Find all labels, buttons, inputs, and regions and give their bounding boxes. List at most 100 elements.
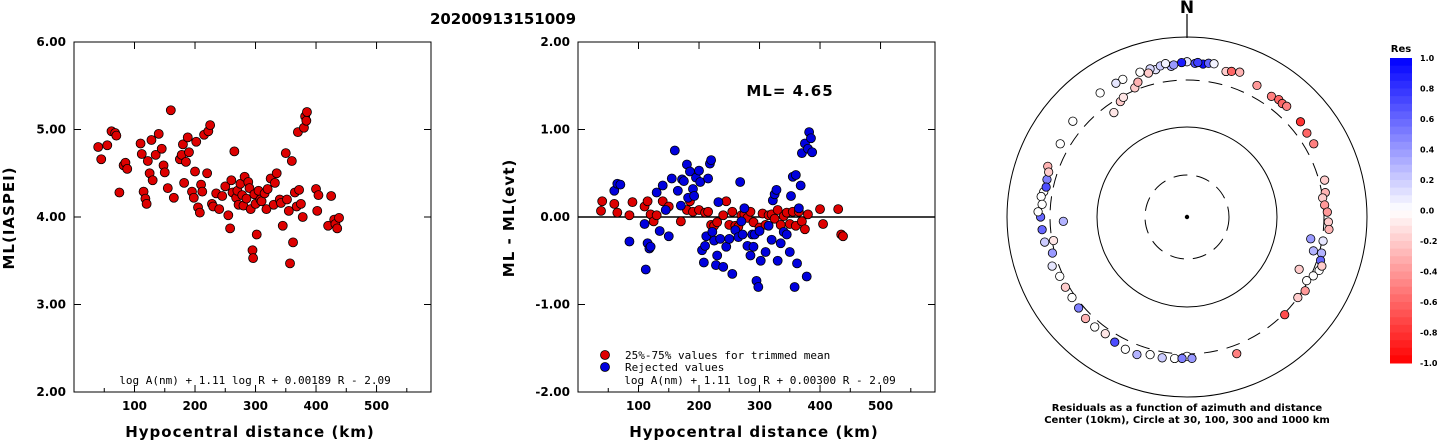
data-point [745,250,756,261]
data-point [689,191,700,201]
data-point [818,219,828,229]
data-point [694,165,704,176]
x-tick-label: 200 [686,399,711,413]
residual-point [1252,80,1262,91]
data-point [715,233,726,244]
data-point [93,142,104,152]
data-point [596,205,606,216]
colorbar-cells [1390,58,1412,364]
residual-point [1100,329,1110,339]
data-point [312,205,323,216]
residual-point [1317,261,1327,271]
data-point [156,143,167,154]
residual-point [1118,74,1128,84]
data-point [755,255,766,266]
data-point [271,168,282,179]
y-tick-label: 1.00 [540,123,570,137]
polar-caption-line2: Center (10km), Circle at 30, 100, 300 an… [1044,415,1330,426]
residual-point [1133,77,1143,87]
residual-point [1135,67,1145,77]
residual-point [1322,207,1332,217]
colorbar-tick-label: 0.0 [1420,207,1435,216]
data-point [248,253,259,264]
panel-2-points [596,127,848,292]
y-tick-label: 0.00 [540,210,570,224]
data-point [645,241,656,252]
data-point [654,226,665,236]
residual-point [1095,88,1105,98]
colorbar-cell [1390,233,1412,242]
data-point [182,132,193,143]
data-point [801,271,812,282]
residual-point [1193,57,1203,68]
legend-marker-trimmed [600,350,610,360]
data-point [651,187,662,198]
colorbar-cell [1390,141,1412,150]
data-point [217,191,228,201]
data-point [226,175,237,186]
residual-point [1044,167,1054,177]
residual-point [1132,349,1142,360]
colorbar-cell [1390,340,1412,349]
residual-point [1177,57,1187,68]
colorbar-cell [1390,218,1412,227]
residual-point [1048,235,1059,246]
data-point [806,133,816,144]
residual-point [1041,182,1051,192]
residual-point [1058,216,1068,226]
data-point [296,198,306,209]
data-point [713,197,724,208]
colorbar-cell [1390,279,1412,288]
data-point [194,207,205,218]
residual-point [1157,353,1167,363]
colorbar-cell [1390,157,1412,166]
data-point [793,203,804,214]
data-point [833,204,844,215]
data-point [772,205,783,215]
residual-point [1090,322,1100,332]
data-point [792,258,802,269]
data-point [294,184,304,195]
x-tick-label: 400 [304,399,329,413]
data-point [283,205,294,216]
residual-point [1294,264,1304,274]
data-point [188,192,199,203]
data-point [753,282,764,292]
colorbar-cell [1390,126,1412,135]
data-point [724,233,735,244]
data-point [624,236,635,247]
residual-point [1036,191,1046,202]
residual-point [1177,353,1187,363]
residual-point [1295,117,1306,127]
data-point [615,179,626,190]
colorbar-cell [1390,96,1412,105]
data-point [666,173,677,184]
data-point [748,241,759,252]
data-point [790,170,801,180]
x-tick-label: 100 [626,399,651,413]
data-point [162,183,173,194]
residual-point [1169,60,1179,70]
residual-point [1047,261,1057,271]
data-point [122,163,133,174]
data-point [285,258,295,269]
colorbar-cell [1390,180,1412,189]
ring-1000km [1006,36,1368,398]
data-point [703,173,713,184]
data-point [297,212,308,222]
data-point [262,184,273,194]
data-point [251,229,262,240]
data-point [707,226,718,237]
data-point [179,177,190,188]
data-point [190,166,200,177]
data-point [712,217,723,228]
data-point [111,130,122,141]
colorbar-cell [1390,324,1412,333]
data-point [784,247,795,257]
data-point [760,247,771,257]
colorbar-cell [1390,286,1412,295]
x-tick-label: 100 [122,399,147,413]
panel-2-ml-value: ML= 4.65 [746,82,833,100]
colorbar-tick-label: 0.2 [1420,176,1434,185]
data-point [612,207,623,218]
